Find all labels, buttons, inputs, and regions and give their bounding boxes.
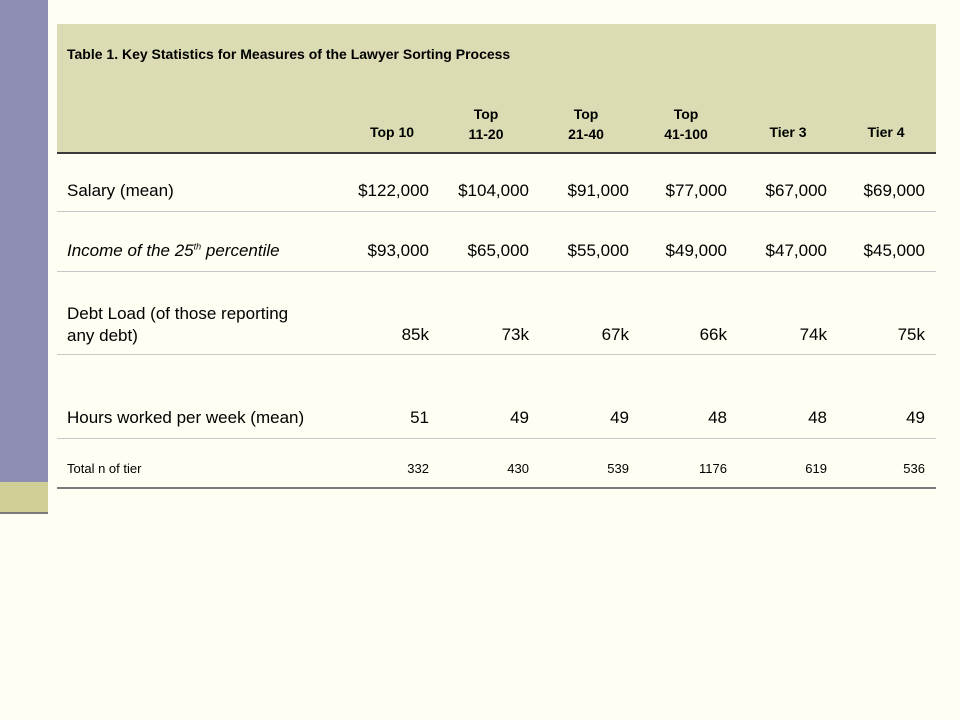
cell-value: $104,000 [458, 181, 529, 200]
column-header-top-11-20: Top 11-20 [468, 106, 504, 142]
left-accent-rule [0, 512, 48, 514]
cell-value: $93,000 [367, 241, 429, 260]
cell-value: 619 [805, 461, 827, 476]
cell-value: 74k [799, 325, 827, 344]
cell-value: 536 [903, 461, 925, 476]
cell-value: 1176 [699, 461, 727, 476]
cell-value: $49,000 [665, 241, 727, 260]
table-row-hours-worked: Hours worked per week (mean) 51 49 49 48… [57, 355, 936, 439]
row-label-total-n: Total n of tier [67, 461, 142, 476]
column-header-tier-4: Tier 4 [867, 124, 905, 140]
table-title: Table 1. Key Statistics for Measures of … [67, 46, 511, 62]
cell-value: $122,000 [358, 181, 429, 200]
cell-value: 66k [699, 325, 727, 344]
row-label-income-25th: Income of the 25th percentile [67, 241, 280, 260]
cell-value: 75k [897, 325, 925, 344]
column-header-top-41-100: Top 41-100 [664, 106, 708, 142]
table-row-salary: Salary (mean) $122,000 $104,000 $91,000 … [57, 154, 936, 212]
left-decorative-bar [0, 0, 48, 482]
cell-value: $47,000 [765, 241, 827, 260]
cell-value: 48 [708, 408, 727, 427]
cell-value: 430 [507, 461, 529, 476]
column-header-top-10: Top 10 [369, 124, 415, 140]
row-label-hours-worked: Hours worked per week (mean) [67, 408, 305, 427]
cell-value: $65,000 [467, 241, 529, 260]
cell-value: 73k [501, 325, 529, 344]
cell-value: 49 [906, 408, 925, 427]
cell-value: $45,000 [863, 241, 925, 260]
cell-value: 49 [610, 408, 629, 427]
row-label-debt-load: Debt Load (of those reporting any debt) [67, 304, 289, 345]
cell-value: 49 [510, 408, 529, 427]
cell-value: 67k [601, 325, 629, 344]
cell-value: 85k [401, 325, 429, 344]
table-row-debt-load: Debt Load (of those reporting any debt) 8… [57, 272, 936, 355]
column-header-top-21-40: Top 21-40 [568, 106, 604, 142]
cell-value: $55,000 [567, 241, 629, 260]
table-row-total-n: Total n of tier 332 430 539 1176 619 536 [57, 439, 936, 489]
cell-value: $69,000 [863, 181, 925, 200]
column-header-tier-3: Tier 3 [769, 124, 807, 140]
cell-value: 48 [808, 408, 827, 427]
cell-value: $77,000 [665, 181, 727, 200]
table-row-income-25th: Income of the 25th percentile $93,000 $6… [57, 212, 936, 272]
cell-value: 539 [607, 461, 629, 476]
cell-value: $91,000 [567, 181, 629, 200]
cell-value: $67,000 [765, 181, 827, 200]
row-label-salary: Salary (mean) [67, 181, 174, 200]
cell-value: 51 [410, 408, 429, 427]
table-header: Table 1. Key Statistics for Measures of … [57, 24, 936, 154]
left-accent-block [0, 482, 48, 512]
cell-value: 332 [407, 461, 429, 476]
